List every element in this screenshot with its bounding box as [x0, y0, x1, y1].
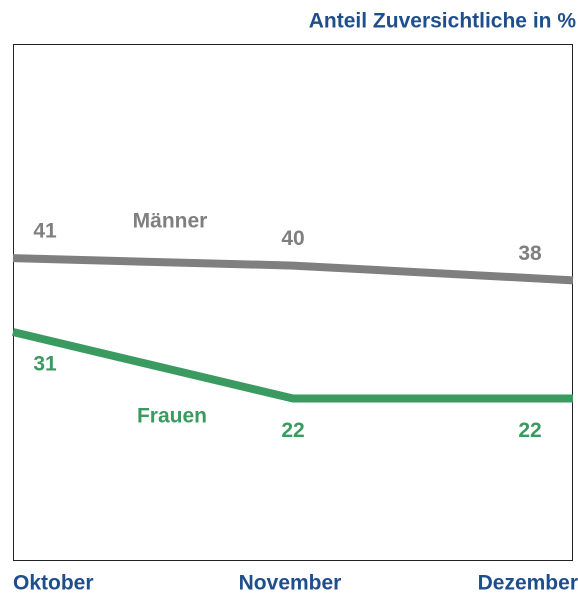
data-label: 22: [518, 419, 541, 442]
chart-title: Anteil Zuversichtliche in %: [309, 10, 577, 33]
x-tick-label: November: [239, 572, 342, 595]
x-tick-label: Oktober: [13, 572, 94, 595]
data-label: 22: [281, 419, 304, 442]
plot-frame: [13, 44, 573, 561]
x-tick-label: Dezember: [478, 572, 578, 595]
data-label: 40: [281, 227, 304, 250]
series-label: Männer: [133, 210, 208, 233]
data-label: 31: [33, 353, 57, 376]
series-label: Frauen: [137, 405, 207, 428]
data-label: 41: [33, 220, 57, 243]
data-label: 38: [518, 242, 542, 265]
series-line: [12, 328, 573, 403]
series-line: [12, 254, 574, 285]
